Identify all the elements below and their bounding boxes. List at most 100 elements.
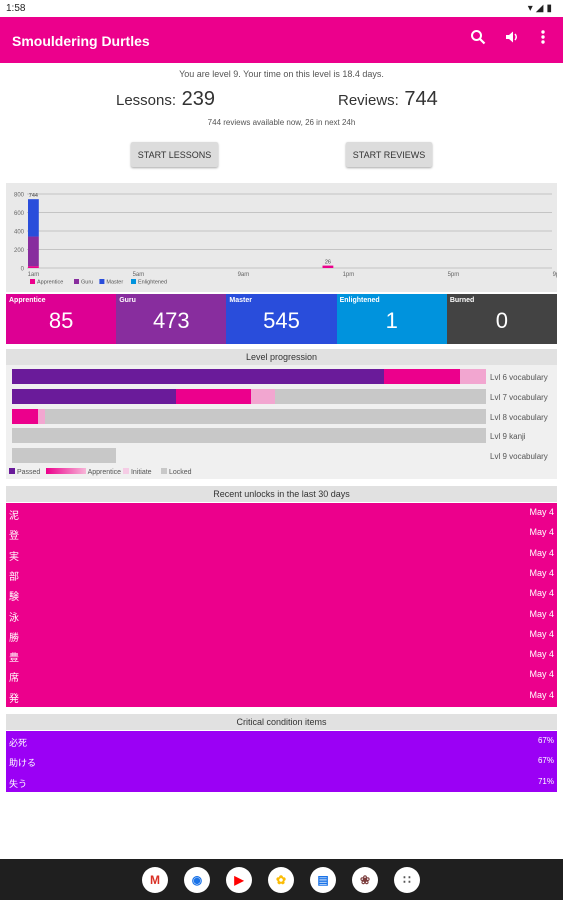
level-progress-apprentice-segment xyxy=(384,369,460,384)
status-bar: 1:58 ▾◢▮ xyxy=(0,0,563,17)
srs-tile-master[interactable]: Master 545 xyxy=(226,294,337,344)
messages-icon[interactable]: ▤ xyxy=(310,867,336,893)
list-item[interactable]: 豊 May 4 xyxy=(6,645,557,665)
level-progress-bar xyxy=(12,408,486,424)
status-icons: ▾◢▮ xyxy=(527,3,555,14)
bar-segment xyxy=(28,199,39,237)
legend-swatch xyxy=(161,468,167,474)
review-forecast-svg: 0 200 400 600 800 744 26 1am 5am 9am 1pm 5pm 9pm Appr… xyxy=(14,193,557,286)
legend-apprentice-initiate: Apprentice Initiate xyxy=(46,468,152,476)
search-icon[interactable] xyxy=(468,29,488,49)
unlock-date: May 4 xyxy=(529,527,554,538)
status-time: 1:58 xyxy=(6,3,26,14)
level-progress-bar xyxy=(12,388,486,404)
srs-tile-burned[interactable]: Burned 0 xyxy=(446,294,558,344)
lessons-count: Lessons: 239 xyxy=(116,88,215,111)
level-progress-initiate-segment xyxy=(251,388,276,404)
unlock-date: May 4 xyxy=(529,507,554,517)
legend-label: Passed xyxy=(16,469,41,476)
list-item[interactable]: 部 May 4 xyxy=(6,564,557,584)
list-item[interactable]: 必死 67% xyxy=(6,731,557,751)
list-item[interactable]: 席 May 4 xyxy=(6,665,557,685)
legend-swatch xyxy=(131,279,136,284)
youtube-icon[interactable]: ▶ xyxy=(226,867,252,893)
critical-item-text: 失う xyxy=(9,778,28,789)
bar-segment xyxy=(322,265,334,268)
photos-icon[interactable]: ✿ xyxy=(268,867,294,893)
list-item[interactable]: 失う 71% xyxy=(6,772,557,792)
srs-tile-count: 85 xyxy=(48,308,74,333)
level-progress-initiate-segment xyxy=(38,408,46,424)
level-progression-header: Level progression xyxy=(6,349,557,365)
level-progress-bar xyxy=(12,448,117,464)
y-tick-label: 600 xyxy=(14,211,25,217)
x-tick-label: 5pm xyxy=(448,272,460,278)
unlock-kanji: 泳 xyxy=(9,612,19,624)
level-progress-initiate-segment xyxy=(459,369,486,384)
srs-tile-label: Master xyxy=(229,297,252,304)
list-item[interactable]: 験 May 4 xyxy=(6,584,557,604)
srs-tile-label: Apprentice xyxy=(9,297,46,304)
chrome-icon[interactable]: ◉ xyxy=(184,867,210,893)
unlock-kanji: 泥 xyxy=(9,511,19,522)
level-progress-passed-segment xyxy=(12,369,385,384)
app-icon[interactable]: ❀ xyxy=(352,867,378,893)
critical-item-percent: 67% xyxy=(537,736,554,745)
y-tick-label: 400 xyxy=(14,230,25,236)
overflow-menu-icon[interactable] xyxy=(533,29,553,49)
app-drawer-icon[interactable]: ∷ xyxy=(394,867,420,893)
critical-items-list: 必死 67% 助ける 67% 失う 71% xyxy=(6,731,557,792)
android-dock: M ◉ ▶ ✿ ▤ ❀ ∷ xyxy=(0,859,563,900)
srs-tile-count: 473 xyxy=(152,308,190,333)
legend-label: Enlightened xyxy=(138,280,167,286)
level-progress-label: Lvl 8 vocabulary xyxy=(490,412,548,422)
srs-tile-apprentice[interactable]: Apprentice 85 xyxy=(6,294,117,344)
critical-item-text: 助ける xyxy=(9,758,37,769)
level-progress-bar xyxy=(12,369,486,384)
legend-label: Apprentice xyxy=(37,280,63,286)
list-item[interactable]: 勝 May 4 xyxy=(6,625,557,645)
x-tick-label: 9pm xyxy=(553,272,557,278)
critical-item-text: 必死 xyxy=(9,738,28,748)
list-item[interactable]: 発 May 4 xyxy=(6,686,557,706)
x-tick-label: 5am xyxy=(133,272,145,278)
level-progress-passed-segment xyxy=(12,388,176,404)
reviews-available-line: 744 reviews available now, 26 in next 24… xyxy=(207,118,356,127)
unlock-kanji: 実 xyxy=(9,551,19,563)
legend-locked: Locked xyxy=(161,468,192,476)
reviews-label: Reviews: xyxy=(338,92,399,109)
critical-item-percent: 67% xyxy=(537,756,554,766)
lessons-label: Lessons: xyxy=(116,92,177,109)
list-item[interactable]: 実 May 4 xyxy=(6,544,557,564)
unlock-kanji: 験 xyxy=(9,592,19,604)
srs-stage-row: Apprentice 85 Guru 473 Master 545 Enligh… xyxy=(6,294,558,344)
x-tick-label: 9am xyxy=(238,272,250,278)
legend-swatch xyxy=(74,279,79,284)
list-item[interactable]: 登 May 4 xyxy=(6,523,557,543)
legend-label: Locked xyxy=(168,469,192,476)
level-progress-label: Lvl 7 vocabulary xyxy=(490,392,548,402)
level-progress-apprentice-segment xyxy=(12,408,39,424)
srs-tile-guru[interactable]: Guru 473 xyxy=(116,294,227,344)
unlock-date: May 4 xyxy=(529,669,554,680)
legend-swatch xyxy=(9,468,15,474)
start-reviews-button[interactable]: START REVIEWS xyxy=(346,142,432,167)
legend-label: Initiate xyxy=(130,469,152,476)
unlock-kanji: 席 xyxy=(9,673,19,685)
legend-swatch xyxy=(99,279,105,284)
srs-tile-enlightened[interactable]: Enlightened 1 xyxy=(336,294,447,344)
lessons-value: 239 xyxy=(181,88,215,110)
y-tick-label: 200 xyxy=(14,248,25,254)
x-tick-label: 1am xyxy=(28,272,40,278)
list-item[interactable]: 助ける 67% xyxy=(6,751,557,771)
srs-tile-count: 0 xyxy=(495,308,509,333)
list-item[interactable]: 泥 May 4 xyxy=(6,503,557,523)
unlock-date: May 4 xyxy=(529,608,554,619)
bar-segment xyxy=(28,236,39,267)
start-lessons-button[interactable]: START LESSONS xyxy=(131,142,218,167)
gmail-icon[interactable]: M xyxy=(142,867,168,893)
legend-label: Guru xyxy=(81,280,93,286)
unlock-kanji: 豊 xyxy=(9,653,19,665)
speaker-icon[interactable] xyxy=(502,29,522,49)
list-item[interactable]: 泳 May 4 xyxy=(6,605,557,625)
